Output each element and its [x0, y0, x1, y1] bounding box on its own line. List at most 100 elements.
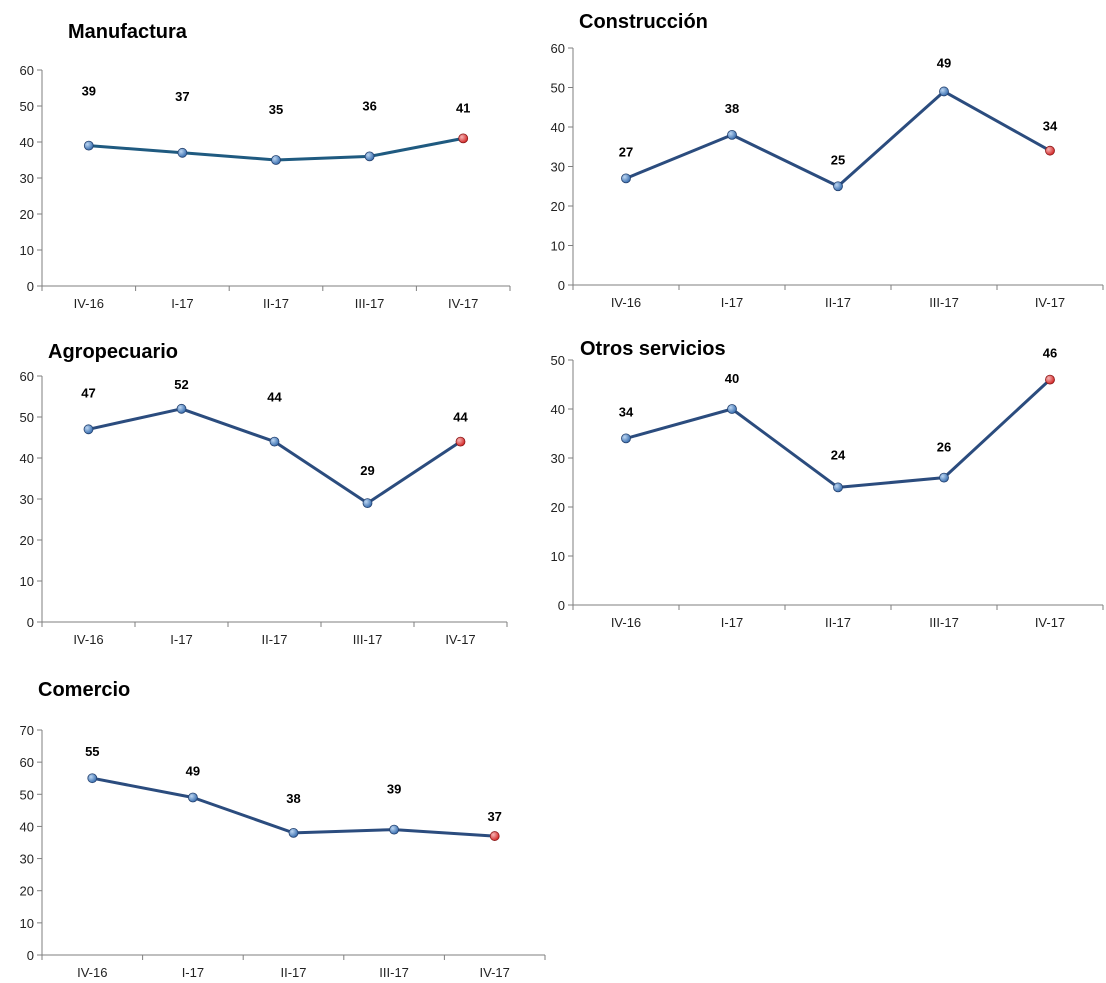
data-point: [187, 792, 198, 803]
y-tick-label: 60: [551, 41, 565, 56]
series-line: [625, 378, 1052, 489]
chart-manufactura: Manufactura 0 10 20 30 40 50 60 IV-16 I-17 II-17 II…: [0, 0, 520, 320]
y-tick-label: 30: [551, 160, 565, 175]
chart-construccion: Construcción 0 10 20 30 40 50 60 IV-16 I-17 II-17 I…: [525, 0, 1106, 320]
x-tick-label: III-17: [929, 295, 959, 310]
y-tick-label: 30: [20, 492, 34, 507]
y-tick-label: 20: [20, 207, 34, 222]
data-point: [489, 831, 500, 841]
x-tick-label: II-17: [825, 615, 851, 630]
data-point: [727, 129, 737, 140]
data-label: 27: [619, 144, 633, 159]
data-point: [833, 181, 843, 192]
y-tick-label: 20: [20, 533, 34, 548]
x-tick-label: I-17: [182, 965, 204, 980]
y-tick-label: 0: [27, 615, 34, 630]
series-line: [92, 776, 495, 838]
x-tick-label: II-17: [261, 632, 287, 647]
y-tick-label: 40: [20, 135, 34, 150]
x-tick-label: II-17: [280, 965, 306, 980]
data-label: 29: [360, 463, 374, 478]
data-point: [389, 824, 400, 835]
x-tick-label: IV-16: [73, 632, 103, 647]
y-tick-label: 70: [20, 723, 34, 738]
y-tick-label: 50: [20, 787, 34, 802]
data-label: 35: [269, 102, 283, 117]
y-tick-label: 30: [20, 852, 34, 867]
y-tick-label: 20: [551, 500, 565, 515]
data-label: 34: [619, 404, 634, 419]
x-tick-label: IV-17: [480, 965, 510, 980]
x-tick-label: I-17: [721, 295, 743, 310]
data-label: 36: [362, 98, 376, 113]
chart-agropecuario: Agropecuario 0 10 20 30 40 50 60 IV-16 I-17 II-17 I…: [0, 330, 520, 660]
chart-svg: Manufactura 0 10 20 30 40 50 60 IV-16 I-17 II-17 II…: [20, 21, 511, 311]
x-tick-label: III-17: [379, 965, 409, 980]
data-point: [939, 472, 949, 483]
data-label: 49: [186, 764, 200, 779]
data-point: [364, 151, 375, 162]
data-label: 46: [1043, 346, 1057, 361]
data-label: 44: [453, 410, 468, 425]
y-tick-label: 10: [551, 239, 565, 254]
y-tick-label: 0: [558, 278, 565, 293]
y-tick-label: 10: [20, 243, 34, 258]
data-point: [362, 498, 373, 509]
y-tick-label: 60: [20, 755, 34, 770]
data-label: 38: [725, 101, 739, 116]
data-label: 39: [387, 782, 401, 797]
y-tick-label: 10: [551, 549, 565, 564]
y-tick-label: 0: [27, 279, 34, 294]
chart-otros-servicios: Otros servicios 0 10 20 30 40 50 IV-16 I-17 II-17…: [525, 330, 1106, 660]
y-tick-label: 60: [20, 63, 34, 78]
y-tick-label: 50: [20, 410, 34, 425]
x-tick-label: IV-16: [77, 965, 107, 980]
y-tick-label: 50: [20, 99, 34, 114]
data-label: 24: [831, 447, 846, 462]
x-tick-label: IV-16: [611, 295, 641, 310]
chart-svg: Otros servicios 0 10 20 30 40 50 IV-16 I-17 II-17…: [551, 338, 1104, 630]
x-tick-label: III-17: [355, 296, 385, 311]
x-tick-label: II-17: [263, 296, 289, 311]
chart-title: Manufactura: [68, 21, 188, 43]
data-label: 40: [725, 371, 739, 386]
y-tick-label: 0: [27, 948, 34, 963]
chart-svg: Agropecuario 0 10 20 30 40 50 60 IV-16 I-17 II-17 I…: [20, 341, 508, 647]
data-point: [621, 433, 631, 444]
x-tick-label: I-17: [721, 615, 743, 630]
data-point: [269, 436, 280, 447]
x-tick-label: IV-16: [611, 615, 641, 630]
data-label: 37: [487, 809, 501, 824]
data-label: 49: [937, 55, 951, 70]
y-tick-label: 30: [20, 171, 34, 186]
y-tick-label: 50: [551, 353, 565, 368]
data-point: [176, 403, 187, 414]
y-tick-label: 40: [551, 120, 565, 135]
chart-title: Agropecuario: [48, 341, 178, 363]
x-tick-label: I-17: [170, 632, 192, 647]
data-label: 37: [175, 89, 189, 104]
x-tick-label: IV-17: [1035, 295, 1065, 310]
data-point: [939, 86, 949, 97]
chart-title: Construcción: [579, 11, 708, 33]
data-point: [288, 827, 299, 838]
chart-title: Otros servicios: [580, 338, 726, 360]
x-tick-label: III-17: [929, 615, 959, 630]
data-point: [1045, 374, 1055, 385]
y-tick-label: 40: [551, 402, 565, 417]
data-label: 44: [267, 390, 282, 405]
data-point: [458, 133, 469, 144]
data-point: [833, 482, 843, 493]
chart-svg: Comercio 0 10 20 30 40 50 60 70 IV-16 I-17 II-17 III…: [20, 679, 546, 980]
chart-title: Comercio: [38, 679, 130, 701]
data-label: 47: [81, 385, 95, 400]
y-tick-label: 20: [551, 199, 565, 214]
y-tick-label: 50: [551, 81, 565, 96]
y-tick-label: 10: [20, 916, 34, 931]
data-point: [271, 155, 281, 165]
y-tick-label: 60: [20, 369, 34, 384]
data-label: 26: [937, 440, 951, 455]
data-point: [83, 140, 94, 151]
y-tick-label: 40: [20, 819, 34, 834]
x-tick-label: IV-17: [448, 296, 478, 311]
